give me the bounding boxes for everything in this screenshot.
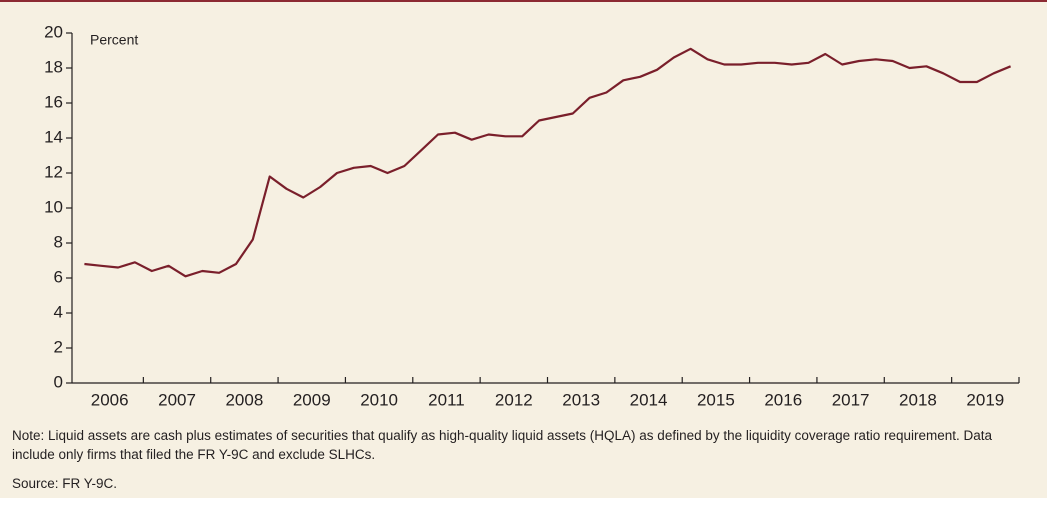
y-tick-label: 20 xyxy=(44,22,63,41)
chart: 0 2 4 6 8 10 12 14 16 18 20 Percent 2006 2007 2008 2009… xyxy=(44,22,1020,409)
y-tick-label: 10 xyxy=(44,197,63,216)
x-tick-label: 2010 xyxy=(360,390,398,409)
x-tick-label: 2015 xyxy=(697,390,735,409)
data-line xyxy=(84,47,1012,278)
x-tick-label: 2011 xyxy=(428,390,465,409)
x-tick-label: 2008 xyxy=(225,390,263,409)
y-tick-label: 12 xyxy=(44,162,63,181)
x-tick-label: 2012 xyxy=(495,390,533,409)
x-tick-label: 2016 xyxy=(764,390,802,409)
x-tick-label: 2013 xyxy=(562,390,600,409)
x-tick-label: 2018 xyxy=(899,390,937,409)
x-tick-label: 2006 xyxy=(91,390,129,409)
y-tick-label: 2 xyxy=(54,337,63,356)
note: Note: Liquid assets are cash plus estima… xyxy=(12,428,993,462)
y-tick-label: 18 xyxy=(44,57,63,76)
x-tick-label: 2014 xyxy=(630,390,668,409)
x-tick-label: 2019 xyxy=(966,390,1004,409)
x-tick-label: 2017 xyxy=(832,390,870,409)
y-tick-label: 16 xyxy=(44,92,63,111)
y-axis-label: Percent xyxy=(90,32,138,48)
y-tick-label: 4 xyxy=(54,302,63,321)
y-tick-label: 8 xyxy=(54,232,63,251)
y-tick-label: 6 xyxy=(54,267,63,286)
source: Source: FR Y-9C. xyxy=(12,476,118,491)
x-tick-label: 2009 xyxy=(293,390,331,409)
y-tick-label: 0 xyxy=(54,372,63,391)
x-tick-label: 2007 xyxy=(158,390,196,409)
y-tick-label: 14 xyxy=(44,127,63,146)
